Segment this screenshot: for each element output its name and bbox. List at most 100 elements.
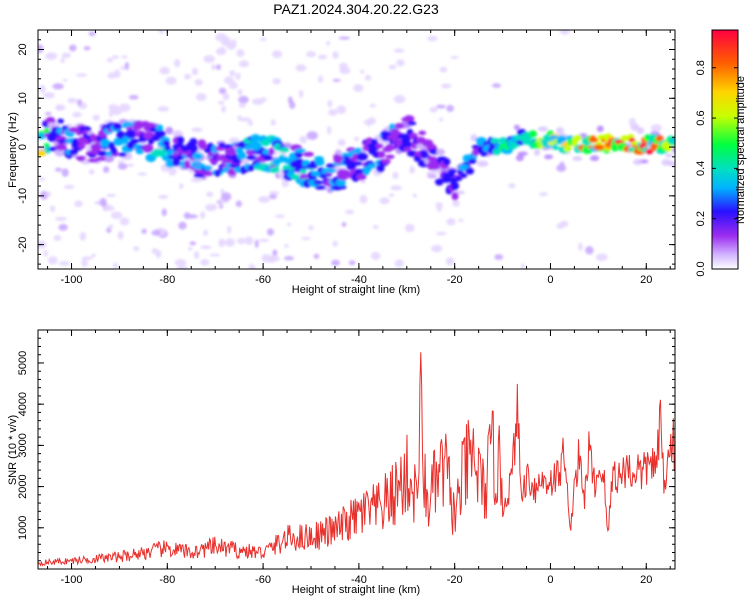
spectrogram-noise-blob — [99, 198, 107, 207]
spectrogram-noise-blob — [237, 88, 243, 96]
spectrogram-ridge-blob — [435, 178, 444, 186]
spectrogram-noise-blob — [112, 262, 118, 269]
spectrogram-noise-blob — [103, 166, 110, 173]
spectrogram-noise-blob — [76, 99, 83, 106]
spectrogram-noise-blob — [390, 185, 402, 191]
spectrogram-ridge-blob — [467, 158, 477, 164]
spectrogram-noise-blob — [436, 208, 442, 212]
spectrogram-halo-blob — [537, 126, 549, 132]
spectrogram-noise-blob — [224, 238, 236, 247]
spectrogram-noise-blob — [238, 102, 246, 108]
spectrogram-noise-blob — [133, 246, 140, 252]
spectrogram-ridge-blob — [250, 134, 261, 142]
spectrogram-ridge-blob — [324, 168, 337, 173]
spectrogram-noise-blob — [46, 191, 52, 197]
spectrogram-ridge-blob — [465, 155, 478, 160]
spectrogram-noise-blob — [63, 184, 75, 190]
spectrogram-noise-blob — [445, 257, 455, 266]
spectrogram-noise-blob — [360, 179, 366, 184]
spectrogram-noise-blob — [58, 261, 70, 266]
spectrogram-ridge-blob — [454, 176, 463, 182]
spectrogram-noise-blob — [559, 30, 571, 35]
spectrogram-ridge-blob — [370, 138, 378, 144]
snr-y-tick-label: 1000 — [17, 516, 29, 540]
spectrogram-ridge-blob — [55, 143, 67, 151]
colorbar-tick-label: 0.4 — [695, 161, 707, 176]
spectrogram-ridge-blob — [183, 160, 191, 170]
colorbar-ticks: 0.0 0.2 0.4 0.6 0.8 — [695, 60, 738, 277]
spectrogram-ridge-blob — [394, 123, 405, 129]
spectrogram-ridge-blob — [198, 142, 208, 150]
spectrogram-noise-blob — [117, 163, 128, 170]
snr-y-ticks: 1000 2000 3000 4000 5000 — [17, 329, 675, 570]
spectrogram-noise-blob — [244, 236, 254, 246]
spectrogram-noise-blob — [348, 260, 356, 266]
spectrogram-halo-blob — [165, 126, 174, 135]
spectrogram-ridge-blob — [375, 143, 384, 149]
spectrogram-noise-blob — [379, 197, 390, 205]
spectrogram-noise-blob — [231, 39, 237, 46]
spectrogram-noise-blob — [216, 64, 222, 71]
spectrogram-noise-blob — [221, 105, 226, 113]
spectrogram-noise-blob — [218, 204, 224, 209]
snr-y-tick-label: 5000 — [17, 351, 29, 375]
spectrogram-noise-blob — [237, 237, 246, 245]
spectrogram-ridge-blob — [75, 155, 87, 161]
spectrogram-noise-blob — [221, 192, 232, 201]
spectrogram-noise-blob — [54, 167, 62, 172]
spectrogram-noise-blob — [452, 200, 460, 207]
spectrogram-x-tick-label: -60 — [255, 274, 271, 286]
spectrogram-noise-blob — [305, 51, 316, 58]
spectrogram-ridge-blob — [313, 180, 324, 185]
spectrogram-halo-blob — [476, 160, 489, 167]
spectrogram-noise-blob — [74, 200, 83, 208]
spectrogram-noise-blob — [394, 259, 404, 268]
spectrogram-ridge-blob — [127, 130, 136, 138]
spectrogram-noise-blob — [353, 84, 364, 93]
spectrogram-noise-blob — [325, 41, 331, 46]
spectrogram-noise-blob — [195, 93, 207, 102]
spectrogram-ridge-blob — [403, 115, 415, 123]
spectrogram-ridge-blob — [246, 155, 257, 161]
spectrogram-noise-blob — [203, 229, 208, 237]
snr-y-tick-label: 3000 — [17, 433, 29, 457]
spectrogram-noise-blob — [206, 191, 214, 198]
spectrogram-noise-blob — [393, 95, 406, 104]
spectrogram-noise-blob — [429, 106, 438, 113]
spectrogram-noise-blob — [431, 169, 442, 175]
spectrogram-ridge-blob — [335, 178, 346, 187]
spectrogram-noise-blob — [440, 83, 452, 89]
spectrogram-noise-blob — [88, 169, 95, 175]
spectrogram-y-tick-label: 10 — [17, 92, 29, 104]
spectrogram-noise-blob — [106, 57, 114, 63]
spectrogram-noise-blob — [450, 55, 459, 60]
spectrogram-noise-blob — [38, 177, 46, 181]
spectrogram-ridge-blob — [451, 191, 459, 201]
spectrogram-noise-blob — [190, 177, 203, 183]
colorbar-tick-label: 0.6 — [695, 110, 707, 125]
spectrogram-blobs — [38, 30, 675, 269]
spectrogram-ridge-blob — [54, 149, 64, 156]
spectrogram-ridge-blob — [218, 142, 226, 148]
spectrogram-halo-blob — [556, 127, 565, 134]
spectrogram-halo-blob — [572, 156, 583, 162]
spectrogram-ridge-blob — [38, 149, 47, 157]
spectrogram-ridge-blob — [44, 145, 51, 154]
spectrogram-x-tick-label: -40 — [351, 274, 367, 286]
spectrogram-ridge-blob — [490, 137, 500, 144]
spectrogram-noise-blob — [218, 87, 227, 94]
spectrogram-ridge-blob — [112, 123, 122, 130]
spectrogram-ridge-blob — [192, 152, 203, 160]
spectrogram-noise-blob — [520, 263, 525, 269]
spectrogram-ridge-blob — [407, 121, 417, 126]
spectrogram-ridge-blob — [293, 158, 305, 166]
spectrogram-noise-blob — [235, 200, 243, 208]
spectrogram-noise-blob — [67, 97, 77, 104]
spectrogram-noise-blob — [393, 48, 405, 53]
spectrogram-ridge-blob — [69, 149, 79, 155]
spectrogram-ridge-blob — [260, 139, 271, 147]
spectrogram-ridge-blob — [547, 141, 555, 146]
spectrogram-noise-blob — [55, 104, 66, 111]
spectrogram-noise-blob — [332, 78, 341, 82]
